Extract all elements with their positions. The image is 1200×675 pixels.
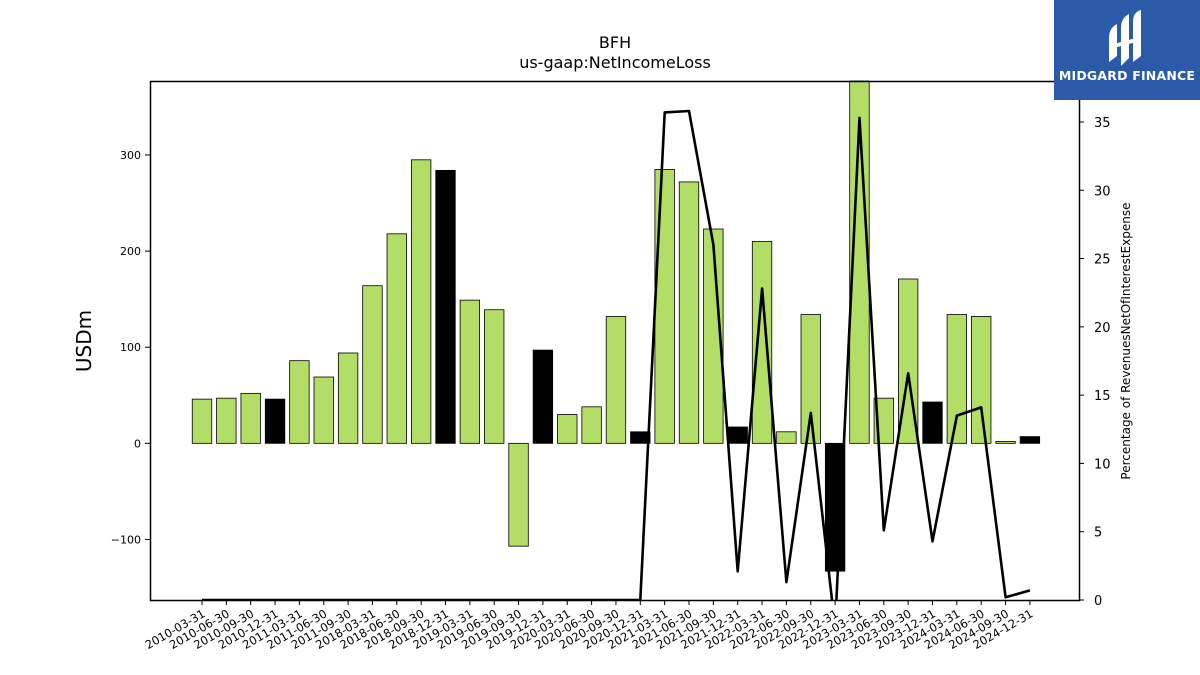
bar [289,360,310,444]
bar [557,414,578,444]
bar [216,397,237,444]
bar [191,398,213,444]
bar [581,406,602,444]
plot-frame [149,80,1081,602]
brand-name: MIDGARD FINANCE [1058,68,1196,83]
y2-tick-label: 35 [1094,116,1111,131]
bar [508,442,529,547]
y2-tick-label: 15 [1094,389,1111,404]
y-tick-label: 100 [120,341,141,354]
bar [435,169,456,444]
bar [678,181,700,444]
y2-tick-label: 5 [1094,526,1102,541]
y2-tick-label: 0 [1094,594,1102,609]
y-tick-label: −100 [111,533,141,546]
bar [800,314,821,444]
y2-tick-label: 20 [1094,321,1111,336]
bar [459,299,481,444]
bar [995,441,1016,444]
x-axis-ticks: 2010-03-312010-06-302010-09-302010-12-31… [143,600,1035,652]
bar [240,392,261,444]
brand-logo: MIDGARD FINANCE [1054,0,1200,100]
bar [337,352,359,444]
bar [751,241,773,444]
bar [946,314,967,444]
bar [776,431,797,444]
y-tick-label: 200 [120,245,141,258]
bars-group [191,80,1041,572]
bar [703,228,724,444]
line-group [202,109,1031,600]
bar [264,398,286,444]
bar [386,233,407,444]
y2-tick-label: 10 [1094,457,1111,472]
bar [532,349,554,444]
bar [922,401,943,444]
y2-axis-label: Percentage of RevenuesNetOfInterestExpen… [1119,202,1133,479]
midgard-logo-icon [1109,10,1141,66]
y2-tick-label: 30 [1094,184,1111,199]
bar [362,285,383,444]
y-axis-label: USDm [72,310,96,372]
bar [654,169,675,444]
bar [727,426,748,444]
series-line [202,109,1031,600]
bar [1019,436,1041,444]
right-axis-ticks: 0 5 10 15 20 25 30 35 [1079,116,1111,609]
bar [410,159,432,444]
y-tick-label: 300 [120,149,141,162]
chart-title: BFH [599,33,631,52]
bar [605,316,627,444]
bar [484,309,505,444]
y2-tick-label: 25 [1094,253,1111,268]
chart-subtitle: us-gaap:NetIncomeLoss [519,53,711,72]
bar [313,376,334,444]
bar [630,431,651,444]
bar [971,316,992,444]
left-axis-ticks: −100 0 100 200 300 [111,149,150,546]
y-tick-label: 0 [134,437,141,450]
